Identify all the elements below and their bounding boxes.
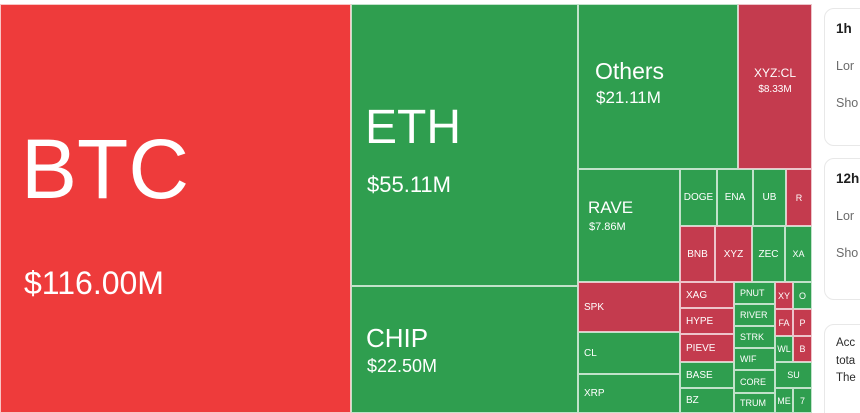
tile-o[interactable]: O [793,282,812,309]
tile-symbol: BNB [687,248,708,260]
tile-symbol: WL [777,344,791,354]
tile-symbol: XAG [686,289,708,301]
tile-value: $116.00M [24,265,164,301]
tile-symbol: UB [762,192,777,203]
tile-symbol: XY [777,290,790,301]
tile-cl[interactable]: CL [578,332,680,374]
tile-symbol: PIEVE [686,342,716,354]
tile-rave[interactable]: RAVE $7.86M [578,169,680,282]
tile-xag[interactable]: XAG [680,282,734,308]
tile-core[interactable]: CORE [734,370,775,393]
tile-spk[interactable]: SPK [578,282,680,332]
tile-symbol: P [799,317,806,328]
tile-symbol: DOGE [683,192,714,203]
tile-symbol: RAVE [588,198,634,217]
tile-river[interactable]: RIVER [734,304,775,326]
tile-r[interactable]: R [786,169,812,226]
tile-zec[interactable]: ZEC [752,226,785,282]
tile-symbol: FA [778,317,790,328]
stats-card-title: 12h [836,171,860,186]
tile-bnb[interactable]: BNB [680,226,715,282]
tile-wl[interactable]: WL [775,336,793,362]
tile-p[interactable]: P [793,309,812,336]
tile-pieve[interactable]: PIEVE [680,334,734,362]
tile-xyz[interactable]: XYZ [715,226,752,282]
tile-symbol: SU [787,370,800,380]
note-line: Acc [836,337,856,349]
tile-symbol: BASE [686,369,713,381]
tile-symbol: BTC [21,122,189,216]
tile-symbol: CORE [740,376,767,387]
right-sidebar: 1h Lor Sho 12h Lor Sho Acc tota The [812,0,860,413]
tile-value: $8.33M [758,84,792,95]
tile-me[interactable]: ME [775,388,793,413]
stats-card-title: 1h [836,21,852,36]
tile-fa[interactable]: FA [775,309,793,336]
tile-symbol: R [795,192,803,203]
tile-ub[interactable]: UB [753,169,786,226]
tile-symbol: XYZ [723,248,744,260]
tile-eth[interactable]: ETH $55.11M [351,4,578,286]
tile-su[interactable]: SU [775,362,812,388]
tile-bz[interactable]: BZ [680,388,734,413]
tile-xa[interactable]: XA [785,226,812,282]
tile-chip[interactable]: CHIP $22.50M [351,286,578,413]
tile-doge[interactable]: DOGE [680,169,717,226]
stats-card-1h[interactable]: 1h Lor Sho [824,8,860,146]
tile-symbol: CL [584,347,597,359]
note-card: Acc tota The [824,324,860,413]
tile-symbol: XYZ:CL [753,66,796,80]
tile-symbol: RIVER [740,310,768,320]
tile-symbol: STRK [740,332,765,342]
tile-symbol: PNUT [740,288,765,298]
stats-short-label: Sho [836,246,859,260]
tile-symbol: 7 [799,395,805,406]
stats-long-label: Lor [836,59,855,73]
tile-xy[interactable]: XY [775,282,793,309]
tile-symbol: HYPE [686,315,714,327]
tile-symbol: XRP [584,388,605,399]
stats-card-12h[interactable]: 12h Lor Sho [824,158,860,300]
stats-long-label: Lor [836,209,855,223]
stats-short-label: Sho [836,96,859,110]
tile-symbol: Others [595,58,665,84]
tile-symbol: ETH [365,101,461,154]
tile-xrp[interactable]: XRP [578,374,680,413]
tile-trum[interactable]: TRUM [734,393,775,413]
tile-btc[interactable]: BTC $116.00M [0,4,351,413]
tile-symbol: BZ [686,395,699,406]
tile-xyzcl[interactable]: XYZ:CL $8.33M [738,4,812,169]
tile-value: $7.86M [589,221,626,233]
note-line: tota [836,354,856,367]
tile-pnut[interactable]: PNUT [734,282,775,304]
tile-b[interactable]: B [793,336,812,362]
tile-symbol: SPK [584,301,605,313]
tile-wif[interactable]: WIF [734,348,775,370]
tile-hype[interactable]: HYPE [680,308,734,334]
tile-symbol: ME [777,395,791,406]
tile-symbol: O [798,290,806,301]
tile-value: $22.50M [367,356,438,376]
tile-value: $21.11M [596,88,661,107]
tile-value: $55.11M [367,172,451,197]
tile-strk[interactable]: STRK [734,326,775,348]
tile-symbol: ZEC [758,248,779,260]
tile-symbol: XA [792,249,805,259]
tile-ena[interactable]: ENA [717,169,753,226]
tile-base[interactable]: BASE [680,362,734,388]
tile-7[interactable]: 7 [793,388,812,413]
tile-symbol: WIF [740,354,757,364]
tile-symbol: TRUM [740,398,766,408]
tile-others[interactable]: Others $21.11M [578,4,738,169]
note-line: The [836,372,856,384]
tile-symbol: ENA [724,192,746,203]
tile-symbol: B [799,344,806,354]
tile-symbol: CHIP [366,323,429,353]
